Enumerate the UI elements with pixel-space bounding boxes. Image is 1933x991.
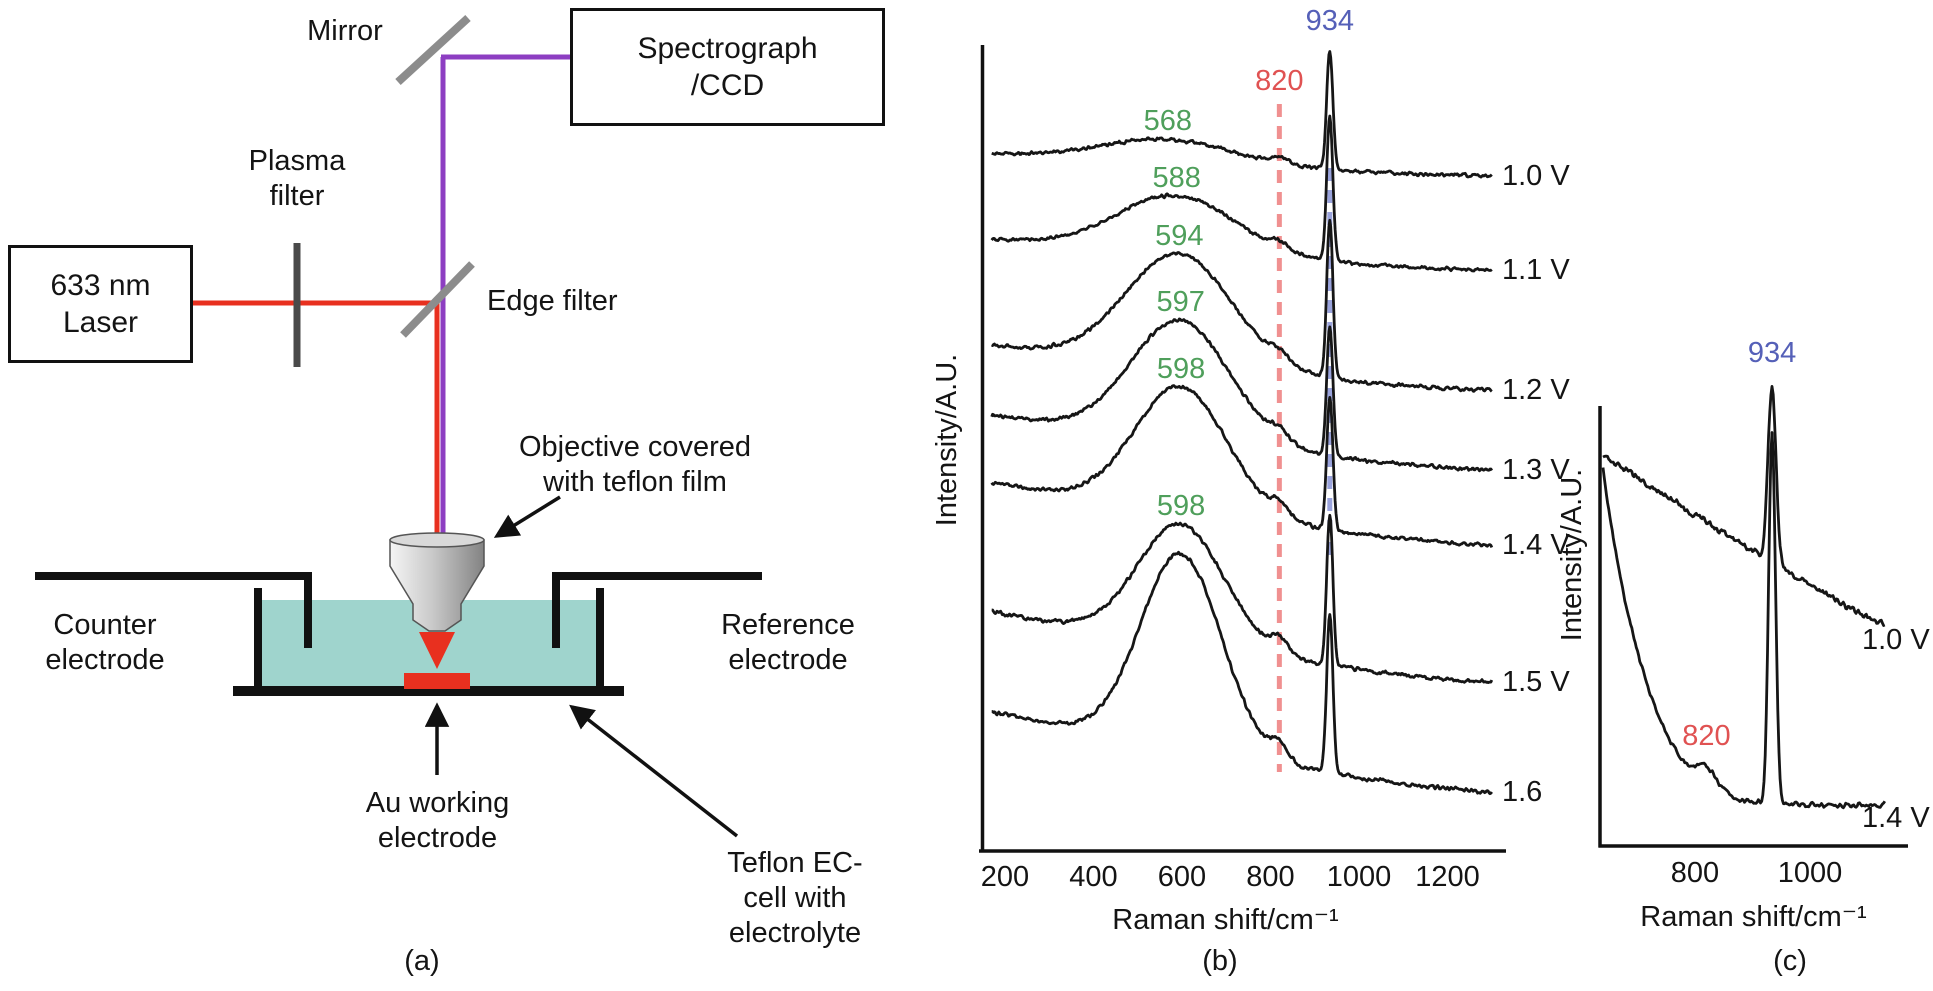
spectrum-1.0-V bbox=[1602, 385, 1886, 627]
laser-box-line1: 633 nm bbox=[50, 268, 151, 302]
au-electrode-line2: electrode bbox=[377, 821, 498, 854]
spectrum-1.3-V bbox=[990, 317, 1494, 473]
spectrum-1.4-V bbox=[990, 384, 1494, 548]
panel-c-y-axis-label: Intensity/A.U. bbox=[1556, 468, 1588, 642]
teflon-cell-line1: Teflon EC- bbox=[727, 847, 863, 879]
mirror-label: Mirror bbox=[307, 15, 383, 47]
reference-electrode-line1: Reference bbox=[721, 609, 855, 641]
focused-laser-cone bbox=[419, 632, 455, 669]
objective-label-line1: Objective covered bbox=[518, 431, 752, 463]
reference-electrode-lead bbox=[552, 572, 762, 648]
panel-c-axes bbox=[1598, 406, 1908, 848]
edge-filter-label: Edge filter bbox=[487, 285, 618, 317]
spectrum-1.6 bbox=[991, 550, 1493, 796]
counter-electrode-line2: electrode bbox=[45, 643, 165, 676]
counter-electrode-label: Counter electrode bbox=[15, 608, 195, 678]
spectrum-1.1-V bbox=[990, 114, 1493, 273]
panel-b-axes bbox=[979, 45, 1506, 853]
spectrum-1.0-V bbox=[991, 50, 1493, 179]
spectrograph-box-line1: Spectrograph bbox=[637, 31, 818, 65]
teflon-cell-label: Teflon EC- cell with electrolyte bbox=[680, 846, 910, 950]
spectrum-1.2-V bbox=[990, 218, 1493, 393]
reference-electrode-line2: electrode bbox=[728, 643, 848, 676]
objective-label: Objective covered with teflon film bbox=[500, 430, 770, 500]
au-electrode-line1: Au working bbox=[365, 787, 510, 819]
counter-electrode-lead bbox=[35, 572, 312, 648]
teflon-cell-arrow bbox=[569, 704, 739, 838]
laser-box: 633 nm Laser bbox=[8, 245, 193, 363]
objective-label-line2: with teflon film bbox=[543, 465, 727, 498]
spectrum-1.4-V bbox=[1601, 431, 1886, 810]
panel-b-spectra bbox=[990, 50, 1494, 796]
panel-c-x-axis-label: Raman shift/cm⁻¹ bbox=[1640, 901, 1867, 933]
plasma-filter-label: Plasma filter bbox=[212, 144, 382, 214]
spectrum-1.5-V bbox=[991, 513, 1494, 684]
panel-a-schematic bbox=[35, 15, 762, 838]
mirror-glass bbox=[395, 15, 471, 85]
panel-c-spectra bbox=[1601, 385, 1886, 810]
counter-electrode-line1: Counter bbox=[53, 609, 157, 641]
plasma-filter-label-line1: Plasma bbox=[248, 145, 346, 177]
panel-tag-a: (a) bbox=[404, 945, 440, 977]
objective-body bbox=[389, 539, 485, 632]
panel-b-x-axis-label: Raman shift/cm⁻¹ bbox=[1112, 904, 1339, 936]
panel-b-y-axis-label: Intensity/A.U. bbox=[931, 353, 963, 527]
plasma-filter-label-line2: filter bbox=[269, 179, 325, 212]
objective-arrow bbox=[493, 495, 561, 538]
panel-b-guide-lines bbox=[1276, 104, 1333, 772]
reference-electrode-label: Reference electrode bbox=[693, 608, 883, 678]
panel-tag-b: (b) bbox=[1202, 945, 1238, 977]
spectrograph-ccd-box: Spectrograph /CCD bbox=[570, 8, 885, 126]
teflon-cell-line2: cell with bbox=[743, 881, 847, 914]
laser-box-line2: Laser bbox=[62, 306, 139, 339]
teflon-cell-line3: electrolyte bbox=[728, 916, 862, 949]
spectrograph-box-line2: /CCD bbox=[690, 69, 765, 102]
panel-tag-c: (c) bbox=[1773, 945, 1807, 977]
au-electrode-label: Au working electrode bbox=[325, 786, 550, 856]
au-working-electrode-patch bbox=[404, 673, 470, 689]
objective-top bbox=[389, 532, 485, 548]
edge-filter-element bbox=[400, 261, 475, 338]
